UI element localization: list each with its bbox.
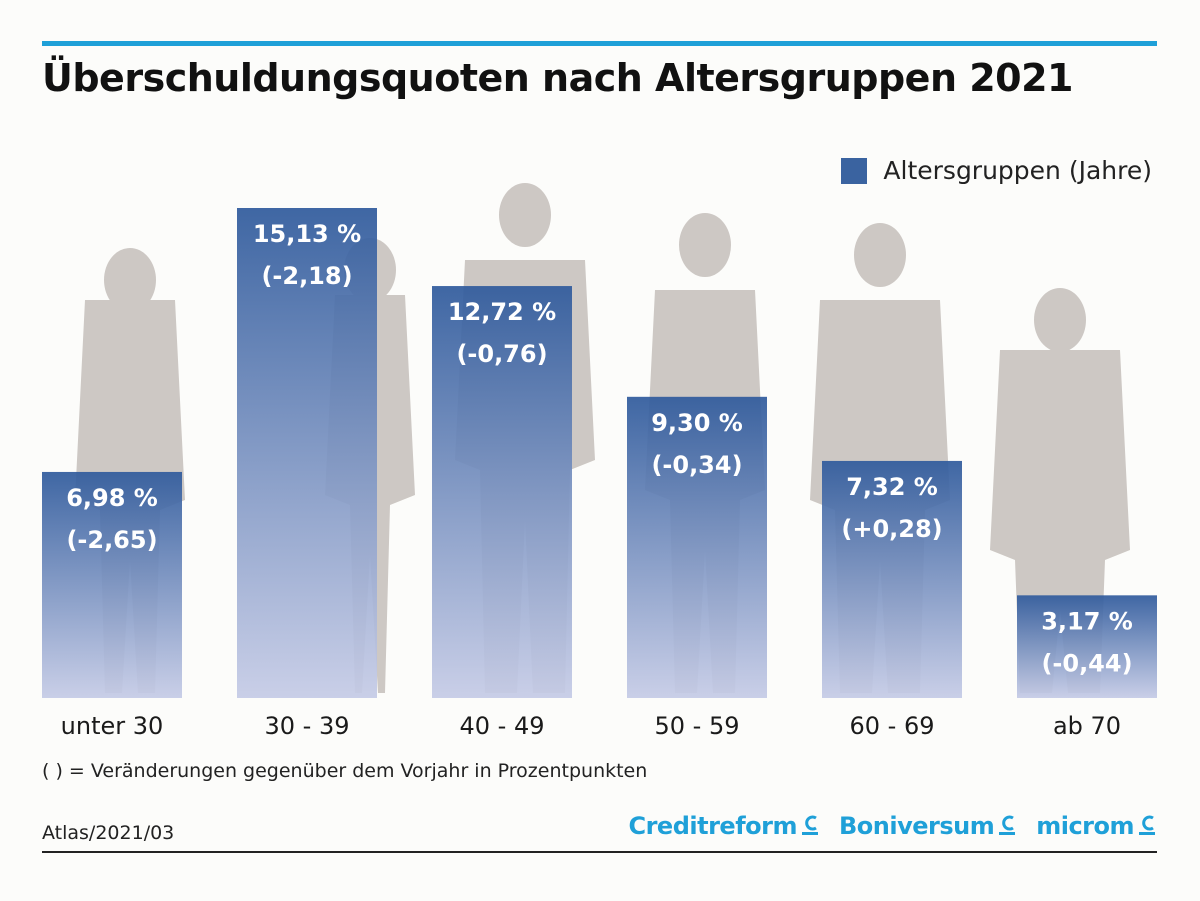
chart-title: Überschuldungsquoten nach Altersgruppen …	[42, 56, 1074, 100]
people-silhouettes	[75, 183, 1130, 693]
value-label-unter-30: 6,98 %	[66, 484, 158, 512]
logo-microm: microm	[1036, 812, 1156, 840]
x-tick-label-60-69: 60 - 69	[850, 712, 935, 740]
legend-label: Altersgruppen (Jahre)	[883, 156, 1152, 185]
silhouette-head-2	[499, 183, 551, 247]
logo-strip: Creditreform Boniversum microm	[628, 812, 1156, 840]
change-label-60-69: (+0,28)	[841, 515, 942, 543]
x-tick-label-40-49: 40 - 49	[460, 712, 545, 740]
legend: Altersgruppen (Jahre)	[841, 156, 1152, 185]
bar-40-49	[432, 286, 572, 698]
silhouette-head-4	[854, 223, 906, 287]
footnote: ( ) = Veränderungen gegenüber dem Vorjah…	[42, 760, 648, 782]
value-label-40-49: 12,72 %	[448, 298, 556, 326]
value-label-30-39: 15,13 %	[253, 220, 361, 248]
x-tick-label-ab-70: ab 70	[1053, 712, 1121, 740]
x-tick-label-unter-30: unter 30	[61, 712, 164, 740]
bar-30-39	[237, 208, 377, 698]
bar-60-69	[822, 460, 962, 698]
bar-unter-30	[42, 471, 182, 698]
bottom-rule	[42, 851, 1157, 853]
value-label-50-59: 9,30 %	[651, 409, 743, 437]
x-tick-label-50-59: 50 - 59	[655, 712, 740, 740]
legend-swatch	[841, 157, 868, 184]
value-label-ab-70: 3,17 %	[1041, 607, 1133, 635]
bar-ab-70	[1017, 595, 1157, 698]
top-accent-rule	[42, 41, 1157, 46]
c-mark-icon	[1139, 815, 1155, 835]
source-label: Atlas/2021/03	[42, 822, 175, 844]
logo-creditreform: Creditreform	[628, 812, 819, 840]
c-mark-icon	[999, 815, 1016, 835]
bar-50-59	[627, 396, 767, 698]
change-label-40-49: (-0,76)	[456, 340, 547, 368]
change-label-30-39: (-2,18)	[261, 262, 352, 290]
silhouette-head-3	[679, 213, 731, 277]
logo-boniversum: Boniversum	[839, 812, 1016, 840]
c-mark-icon	[801, 815, 818, 835]
value-label-60-69: 7,32 %	[846, 473, 938, 501]
change-label-50-59: (-0,34)	[651, 451, 742, 479]
change-label-ab-70: (-0,44)	[1041, 649, 1132, 677]
silhouette-head-0	[104, 248, 156, 312]
x-tick-label-30-39: 30 - 39	[265, 712, 350, 740]
silhouette-head-5	[1034, 288, 1086, 352]
change-label-unter-30: (-2,65)	[66, 526, 157, 554]
